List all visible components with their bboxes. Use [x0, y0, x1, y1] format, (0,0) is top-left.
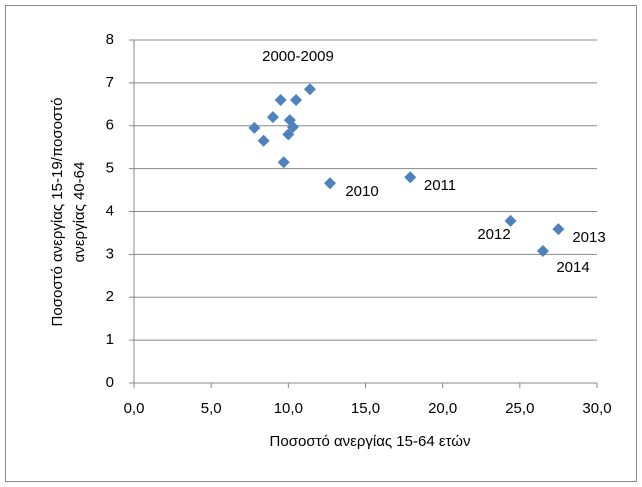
y-tick-label: 8 — [106, 31, 114, 48]
point — [404, 171, 417, 184]
chart-border — [5, 5, 637, 482]
y-tick-label: 5 — [106, 160, 114, 177]
x-tick-label: 0,0 — [124, 400, 145, 417]
y-axis-label-line: Ποσοστό ανεργίας 15-19/ποσοστό — [49, 98, 66, 327]
annotation: 2000-2009 — [262, 48, 334, 65]
y-tick-label: 2 — [106, 288, 114, 305]
x-tick-label: 25,0 — [505, 400, 534, 417]
y-tick-label: 7 — [106, 74, 114, 91]
x-tick-label: 30,0 — [582, 400, 611, 417]
x-tick-label: 20,0 — [428, 400, 457, 417]
annotation: 2012 — [477, 226, 510, 243]
annotation: 2013 — [572, 229, 605, 246]
y-axis-label: Ποσοστό ανεργίας 15-19/ποσοστό ανεργίας … — [49, 98, 88, 327]
point — [290, 94, 303, 107]
y-tick-label: 4 — [106, 202, 114, 219]
point — [324, 177, 337, 190]
point — [266, 111, 279, 124]
y-tick-label: 0 — [106, 374, 114, 391]
annotation: 2011 — [424, 177, 456, 194]
y-axis-label-line: ανεργίας 40-64 — [71, 162, 88, 263]
point — [303, 83, 316, 96]
x-tick-label: 15,0 — [351, 400, 380, 417]
y-tick-label: 6 — [106, 117, 114, 134]
annotation: 2014 — [556, 259, 589, 276]
point — [248, 121, 261, 134]
y-tick-label: 1 — [106, 331, 114, 348]
point — [504, 214, 517, 227]
annotation: 2010 — [345, 183, 378, 200]
x-axis-label: Ποσοστό ανεργίας 15-64 ετών — [270, 433, 471, 450]
point — [552, 223, 565, 236]
point — [277, 156, 290, 169]
point — [274, 94, 287, 107]
point — [286, 121, 299, 134]
x-tick-label: 5,0 — [201, 400, 222, 417]
point — [536, 244, 549, 257]
x-tick-label: 10,0 — [274, 400, 303, 417]
y-tick-label: 3 — [106, 245, 114, 262]
point — [257, 134, 270, 147]
